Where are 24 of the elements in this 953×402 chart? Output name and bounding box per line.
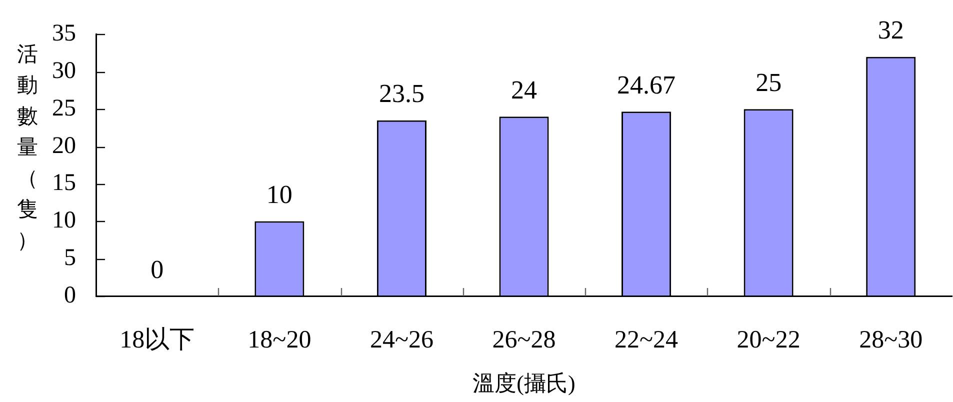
y-tick-label: 5 [64,244,76,271]
data-label: 23.5 [378,79,424,108]
data-label: 24.67 [617,70,676,100]
y-axis-title: 活動數量（隻） [16,41,39,254]
x-tick-label: 18~20 [248,326,312,354]
x-tick-label: 24~26 [370,326,434,354]
x-tick-label: 28~30 [859,326,923,354]
x-tick-label: 18以下 [120,326,195,354]
y-tick-label: 30 [52,58,76,84]
data-label: 0 [150,254,164,284]
x-tick-label: 20~22 [736,326,800,354]
data-label: 25 [756,68,782,97]
y-tick-label: 25 [52,95,76,122]
y-tick-label: 35 [52,20,76,47]
data-label: 24 [511,75,537,104]
x-tick-label: 22~24 [614,326,679,354]
data-label: 10 [266,180,292,210]
data-label: 32 [878,16,904,45]
y-tick-label: 20 [52,132,76,159]
y-tick-label: 10 [52,208,76,234]
x-axis-title: 溫度(攝氏) [472,370,576,396]
y-tick-label: 15 [52,170,76,196]
x-tick-label: 26~28 [492,326,556,354]
y-tick-label: 0 [64,282,76,308]
